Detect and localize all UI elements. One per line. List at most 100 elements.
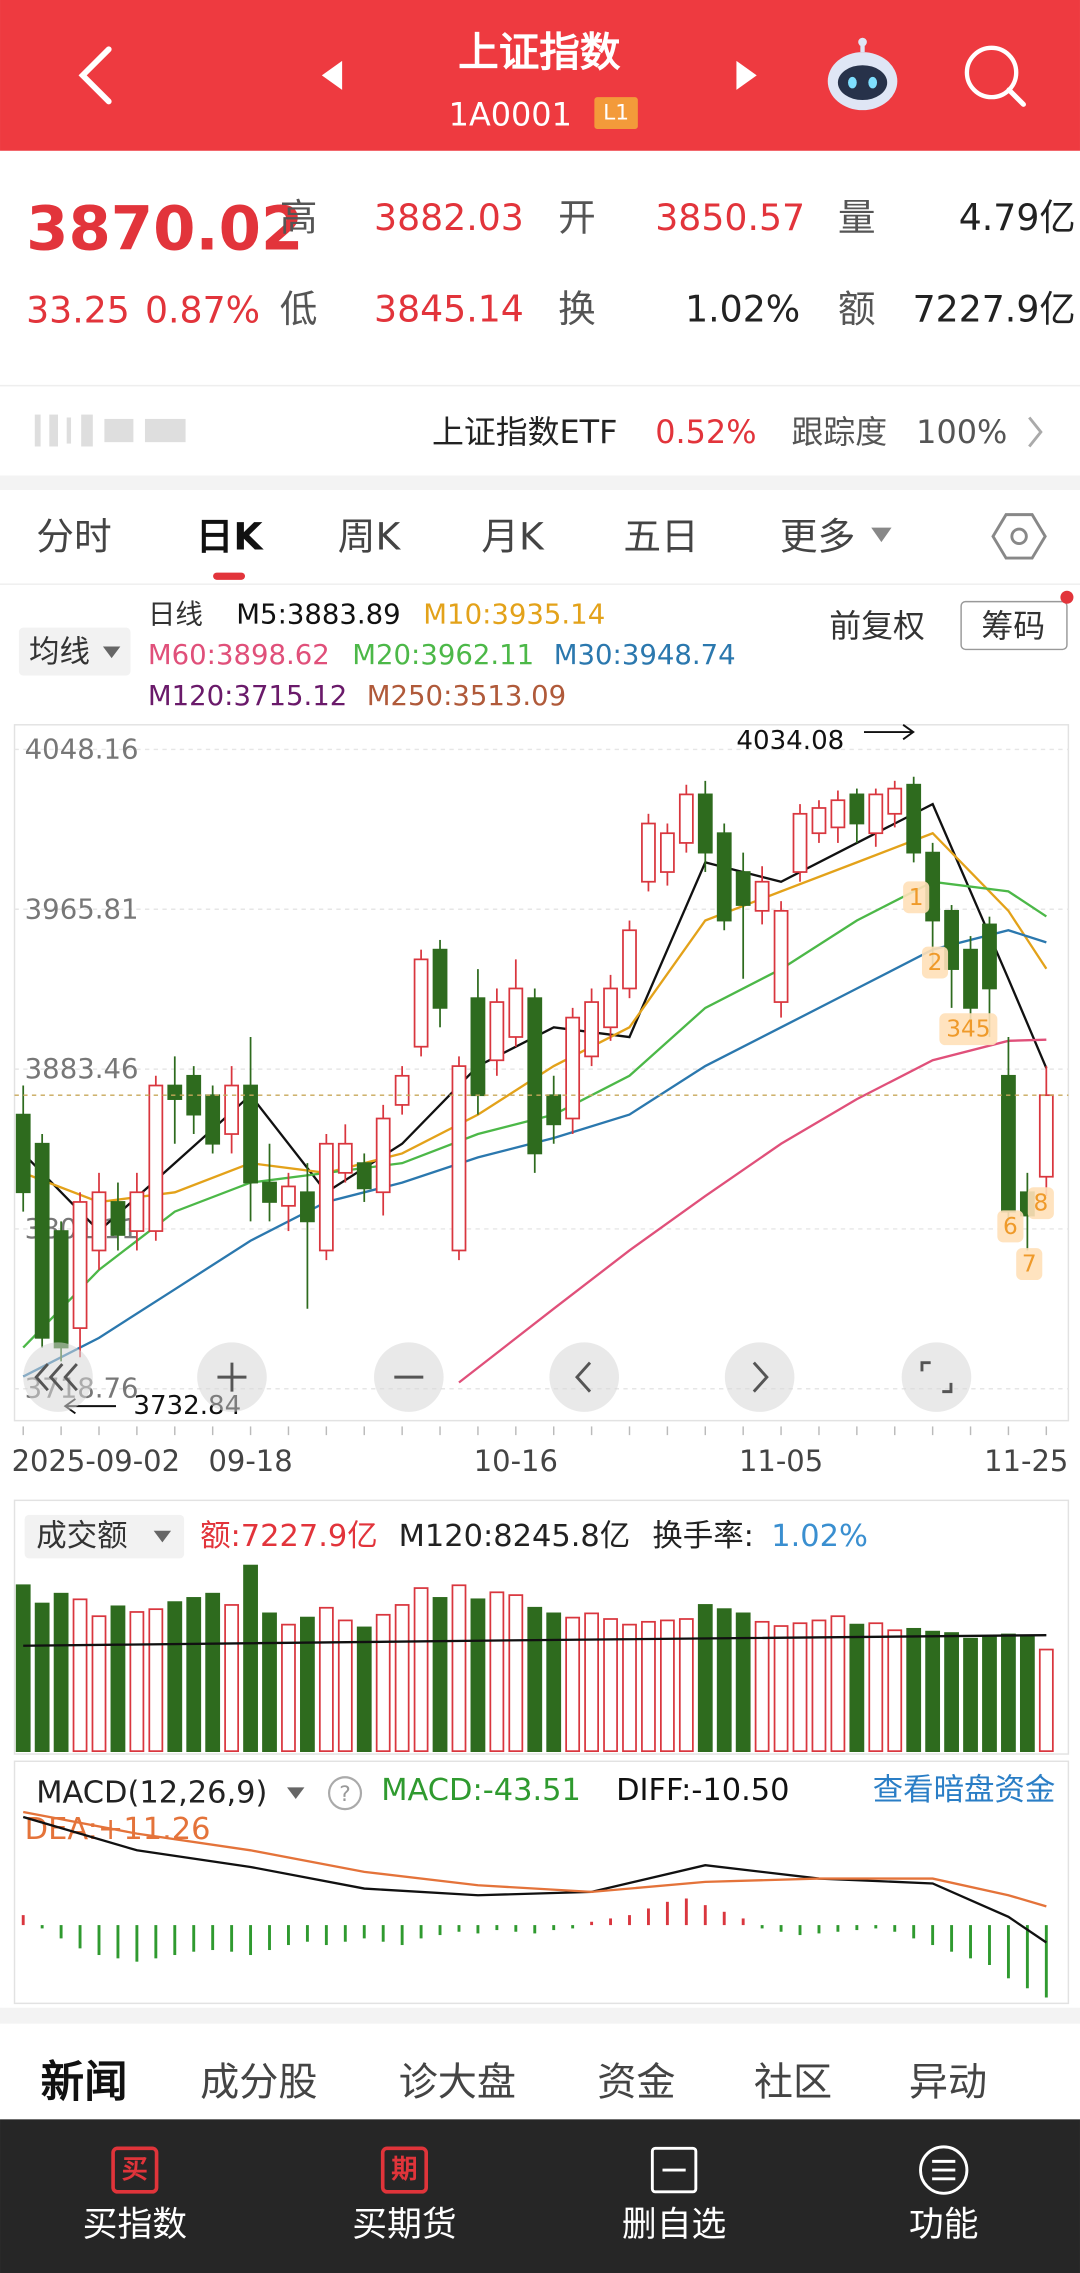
macd-legend: DIFF:-10.50 xyxy=(616,1773,789,1808)
x-tick-label: 11-25 xyxy=(984,1444,1068,1478)
macd-line xyxy=(22,1810,1047,1908)
etf-chevron[interactable] xyxy=(1028,416,1043,448)
adjust[interactable]: 前复权 xyxy=(829,607,925,645)
volume-selector[interactable]: 成交额 xyxy=(36,1519,127,1554)
settings-button[interactable] xyxy=(991,513,1047,560)
candle-body xyxy=(262,1181,277,1203)
info-tab[interactable]: 成分股 xyxy=(200,2061,317,2106)
candle-body xyxy=(489,1001,505,1062)
candle-body xyxy=(603,987,618,1029)
macd-frame xyxy=(13,1760,1070,2005)
period-tab[interactable]: 月K xyxy=(481,514,545,558)
candle-body xyxy=(129,1191,145,1232)
robot-icon[interactable] xyxy=(827,37,898,111)
volume-ma-line xyxy=(23,1634,1047,1647)
selector-arrow xyxy=(287,1787,305,1799)
nav-icon[interactable] xyxy=(650,2146,698,2194)
period-tab[interactable]: 更多 xyxy=(780,514,855,558)
candle-body xyxy=(982,923,997,990)
chart-control[interactable] xyxy=(901,1342,972,1412)
period-tab[interactable]: 日K xyxy=(196,514,265,558)
volume-bar xyxy=(186,1597,202,1753)
help-icon[interactable] xyxy=(327,1776,363,1811)
nav-label[interactable]: 删自选 xyxy=(622,2205,726,2245)
nav-icon[interactable] xyxy=(919,2145,969,2195)
header-bar xyxy=(0,0,1080,151)
etf-tracking-label: 跟踪度 xyxy=(792,413,888,451)
candle-body xyxy=(773,909,789,1003)
chart-control[interactable] xyxy=(549,1342,620,1412)
nav-label[interactable]: 功能 xyxy=(909,2205,979,2245)
next-button[interactable] xyxy=(736,60,757,90)
volume-bar xyxy=(792,1622,808,1753)
nav-icon-text: 买 xyxy=(122,2155,148,2185)
volume-bar xyxy=(300,1616,315,1753)
ma-selector-box[interactable] xyxy=(18,627,131,676)
field-label: 开 xyxy=(558,195,596,239)
info-tab[interactable]: 诊大盘 xyxy=(399,2061,516,2106)
signal-box xyxy=(997,1210,1024,1243)
chart-control[interactable] xyxy=(724,1342,795,1412)
field-value: 7227.9亿 xyxy=(913,287,1076,330)
back-button[interactable] xyxy=(78,46,112,105)
chart-control-icon xyxy=(752,1361,769,1393)
nav-icon[interactable] xyxy=(111,2146,159,2194)
nav-label[interactable]: 买期货 xyxy=(352,2205,456,2245)
macd-title[interactable]: MACD(12,26,9) xyxy=(36,1776,267,1811)
candle-body xyxy=(944,909,959,970)
nav-label[interactable]: 买指数 xyxy=(83,2205,187,2245)
volume-bar xyxy=(205,1592,221,1753)
etf-tracking: 100% xyxy=(916,413,1007,451)
volume-bar xyxy=(622,1623,637,1753)
period-tab[interactable]: 周K xyxy=(338,514,402,558)
nav-icon[interactable] xyxy=(380,2146,429,2194)
candle-body xyxy=(34,1142,50,1339)
candle-body xyxy=(1001,1074,1016,1213)
ma-line xyxy=(458,1038,1047,1384)
signal-label: 1 xyxy=(909,884,924,911)
period-tab[interactable]: 五日 xyxy=(623,514,698,558)
candle-body xyxy=(224,1084,240,1135)
turnover-label: 换手率: xyxy=(652,1519,754,1554)
candle-body xyxy=(697,793,713,854)
period-tab[interactable]: 分时 xyxy=(36,514,111,558)
info-tab[interactable]: 社区 xyxy=(754,2061,832,2106)
help-mark: ? xyxy=(339,1782,351,1807)
volume-bar xyxy=(281,1623,296,1753)
volume-bar xyxy=(318,1606,334,1753)
volume-bar xyxy=(678,1618,694,1753)
candle-body xyxy=(356,1162,372,1190)
candle-body xyxy=(451,1065,467,1252)
chips-button[interactable] xyxy=(960,600,1068,651)
volume-bar xyxy=(262,1612,277,1753)
volume-selector-box[interactable] xyxy=(24,1514,185,1559)
volume-bar xyxy=(451,1584,467,1753)
candle-body xyxy=(394,1074,410,1106)
prev-button[interactable] xyxy=(321,60,343,90)
x-tick-label: 10-16 xyxy=(474,1444,558,1478)
x-tick-label: 11-05 xyxy=(739,1444,823,1478)
candle-body xyxy=(830,799,846,829)
code: 1A0001 xyxy=(449,96,572,134)
search-button[interactable] xyxy=(964,45,1026,107)
volume-bar xyxy=(1019,1636,1035,1753)
field-label: 量 xyxy=(838,195,876,239)
chart-control[interactable] xyxy=(23,1342,93,1412)
red-dot xyxy=(1060,590,1074,604)
chips[interactable]: 筹码 xyxy=(981,607,1045,645)
info-tab[interactable]: 新闻 xyxy=(41,2058,128,2108)
volume-bar xyxy=(887,1629,903,1753)
signal-label: 6 xyxy=(1003,1213,1018,1240)
divider-band xyxy=(0,2007,1080,2024)
volume-frame xyxy=(13,1499,1070,1755)
tab-underline xyxy=(213,572,246,580)
macd-link[interactable]: 查看暗盘资金 xyxy=(873,1773,1056,1808)
signal-box xyxy=(921,946,949,979)
info-tab[interactable]: 资金 xyxy=(597,2061,675,2106)
volume-bar xyxy=(868,1622,884,1753)
selector-arrow xyxy=(102,646,121,659)
etf-name: 上证指数ETF xyxy=(432,413,617,451)
info-tab[interactable]: 异动 xyxy=(909,2061,987,2106)
signal-label: 2 xyxy=(928,949,943,976)
